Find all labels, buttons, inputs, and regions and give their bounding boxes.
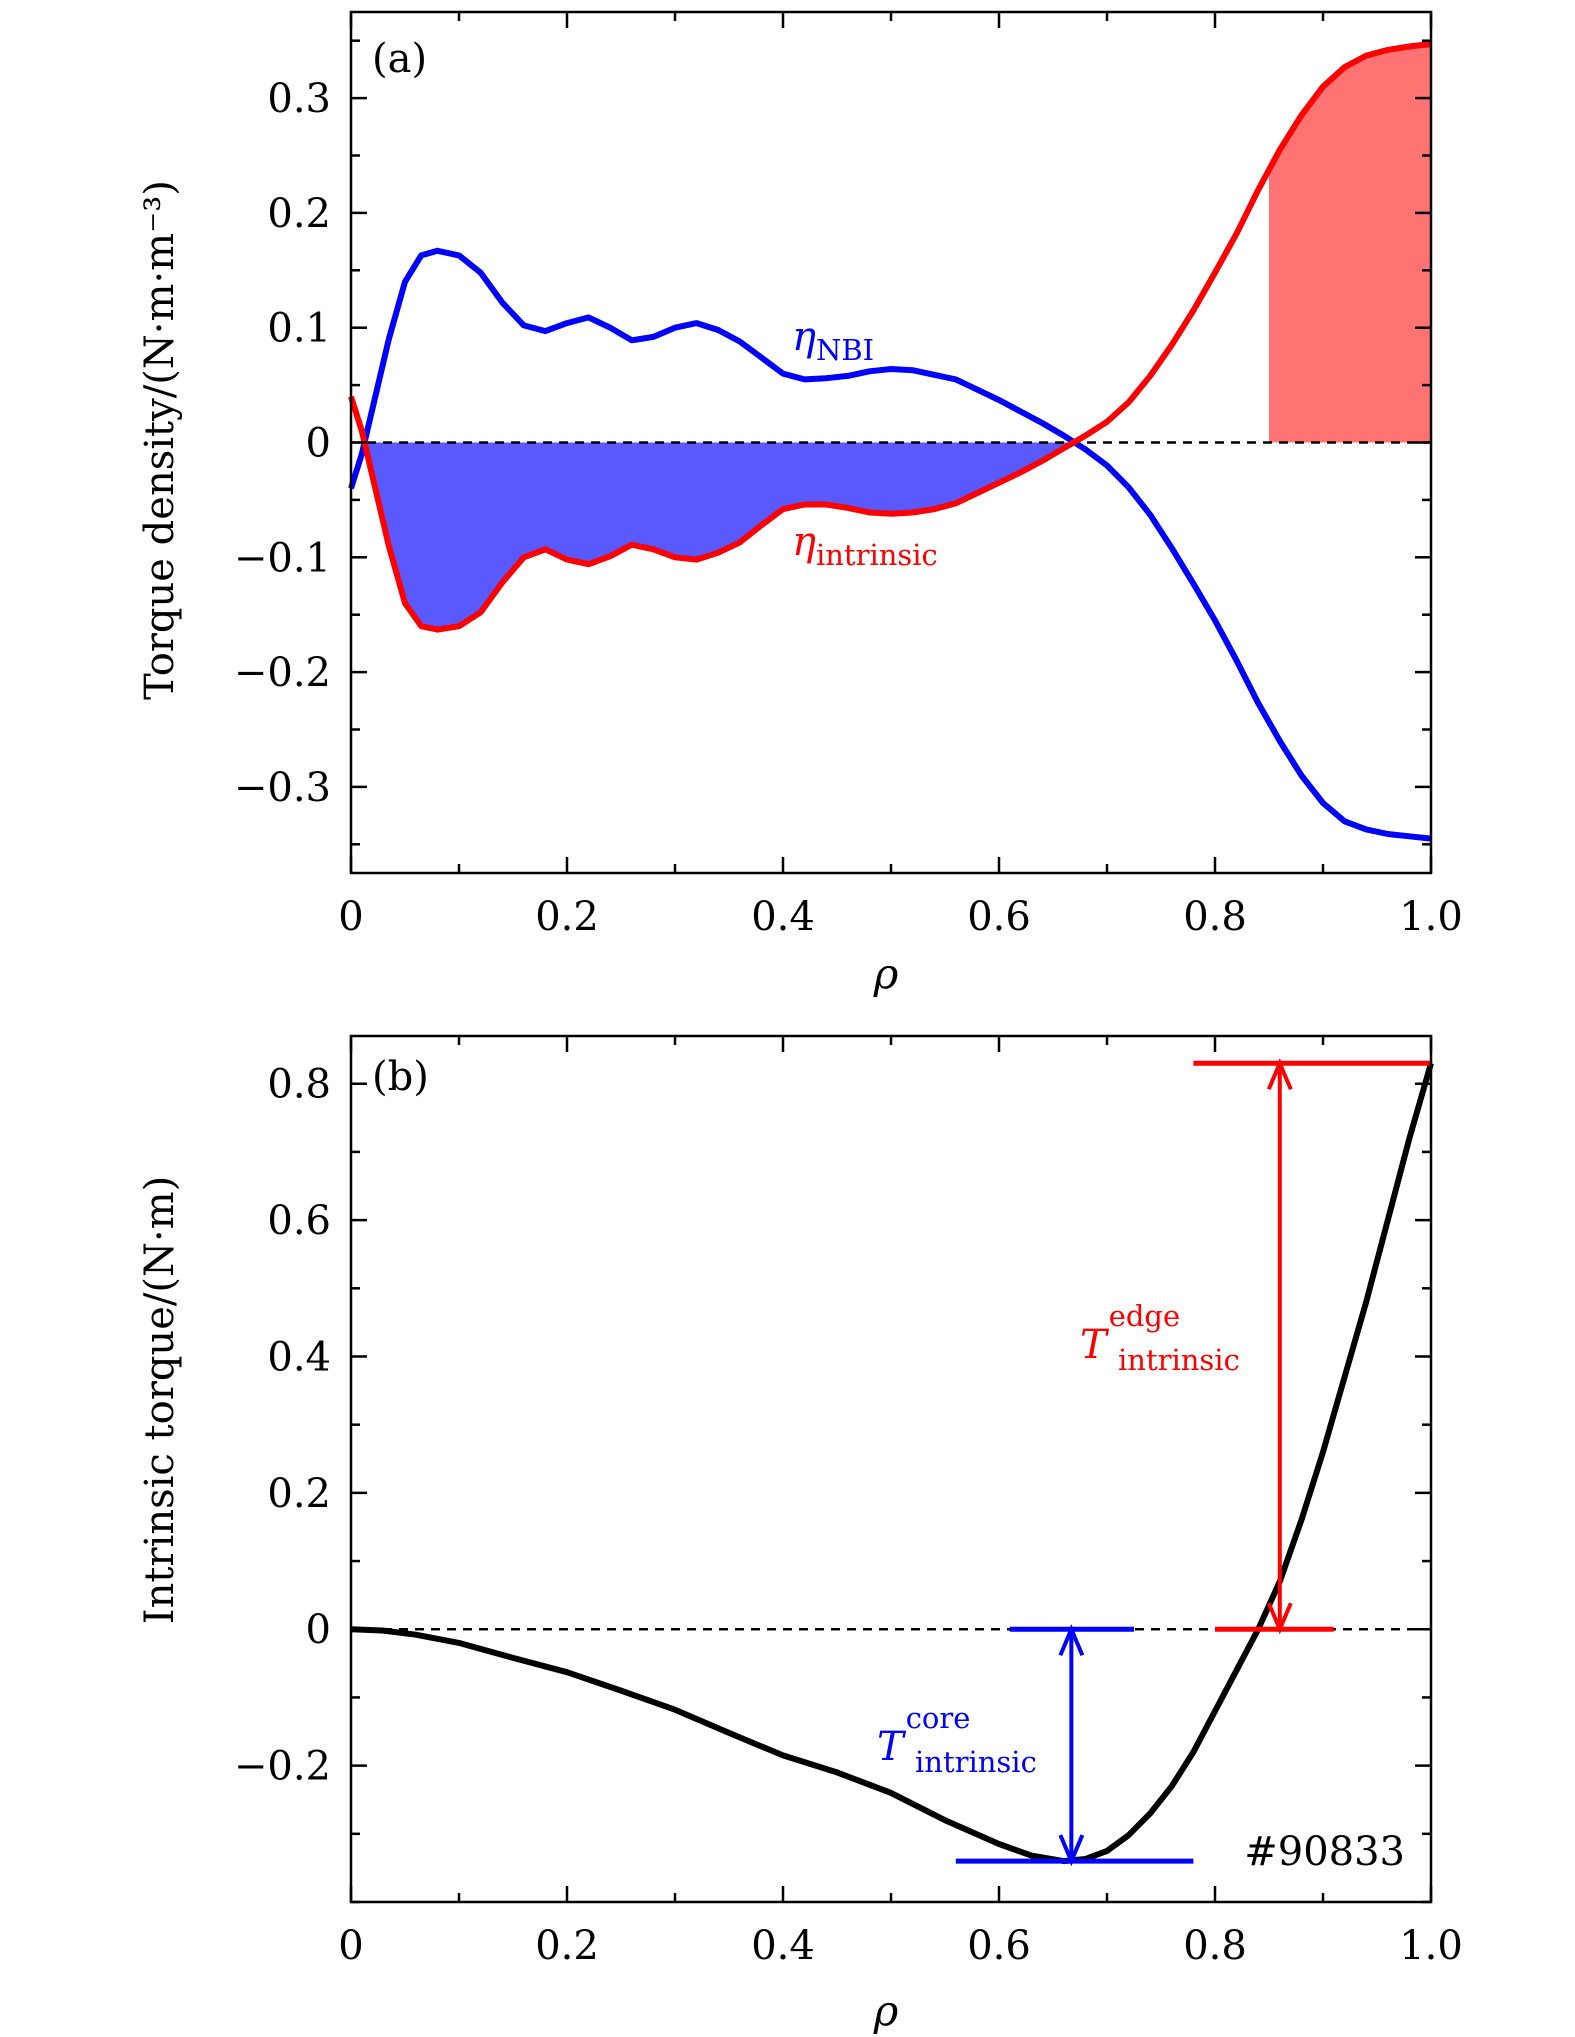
- positive-torque-shaded-region: [1269, 44, 1431, 443]
- series-label-eta-nbi: ηNBI: [792, 314, 874, 367]
- core-arrowhead-up: [1058, 1624, 1085, 1657]
- y-tick-label: 0: [306, 421, 331, 467]
- y-axis-title-a: Torque density/(N·m·m⁻³): [137, 180, 183, 700]
- panel-a: 0 0.2 0.4 0.6 0.8 1.0 −0.3 −0.2 −0.1 0 0.1 0.2 0.3 (…: [137, 10, 1463, 998]
- series-label-eta-intrinsic: ηintrinsic: [792, 519, 938, 572]
- x-tick-label: 1.0: [1399, 894, 1463, 940]
- x-tick-label: 0.6: [967, 1923, 1031, 1969]
- x-tick-label: 0: [338, 1923, 363, 1969]
- y-tick-label: 0: [306, 1607, 331, 1653]
- x-axis-title-a: ρ: [873, 949, 899, 998]
- x-axis-title-b: ρ: [873, 1986, 899, 2035]
- negative-torque-shaded-region: [367, 438, 1080, 630]
- y-tick-label: 0.2: [267, 191, 331, 237]
- ticks-b: 0 0.2 0.4 0.6 0.8 1.0 −0.2 0 0.2 0.4 0.6 0.8: [234, 1036, 1463, 1969]
- torque-annotations: [955, 1058, 1431, 1867]
- panel-label-a: (a): [372, 36, 427, 82]
- series-line-eta-nbi: [348, 247, 1432, 842]
- ticks-a: 0 0.2 0.4 0.6 0.8 1.0 −0.3 −0.2 −0.1 0 0.1 0.2 0.3: [234, 12, 1463, 940]
- plot-frame-b: [349, 1034, 1433, 1904]
- y-tick-label: 0.3: [267, 76, 331, 122]
- edge-arrowhead-up: [1266, 1058, 1293, 1091]
- y-tick-label: 0.4: [267, 1334, 331, 1380]
- panel-b: 0 0.2 0.4 0.6 0.8 1.0 −0.2 0 0.2 0.4 0.6 0.8 (b) In…: [137, 1034, 1463, 2035]
- y-tick-label: 0.1: [267, 306, 331, 352]
- annotation-t-intrinsic-edge: Tedge intrinsic: [1080, 1299, 1240, 1377]
- y-tick-label: −0.2: [234, 1744, 331, 1790]
- x-tick-label: 0.2: [535, 1923, 599, 1969]
- y-tick-label: −0.2: [234, 650, 331, 696]
- y-axis-title-b: Intrinsic torque/(N·m): [137, 1176, 183, 1624]
- y-tick-label: −0.3: [234, 765, 331, 811]
- annotation-t-intrinsic-core: Tcore intrinsic: [877, 1701, 1037, 1779]
- y-tick-label: 0.8: [267, 1062, 331, 1108]
- x-tick-label: 0.8: [1183, 894, 1247, 940]
- x-tick-label: 0.8: [1183, 1923, 1247, 1969]
- core-arrowhead-down: [1058, 1834, 1085, 1867]
- y-tick-label: 0.2: [267, 1471, 331, 1517]
- series-line-eta-intrinsic: [348, 41, 1432, 633]
- edge-arrowhead-down: [1266, 1602, 1293, 1635]
- y-tick-label: 0.6: [267, 1198, 331, 1244]
- x-tick-label: 0: [338, 894, 363, 940]
- x-tick-label: 1.0: [1399, 1923, 1463, 1969]
- panel-label-b: (b): [372, 1054, 429, 1100]
- x-tick-label: 0.6: [967, 894, 1031, 940]
- x-tick-label: 0.2: [535, 894, 599, 940]
- shot-number-label: #90833: [1244, 1829, 1405, 1875]
- x-tick-label: 0.4: [751, 1923, 815, 1969]
- y-tick-label: −0.1: [234, 535, 331, 581]
- x-tick-label: 0.4: [751, 894, 815, 940]
